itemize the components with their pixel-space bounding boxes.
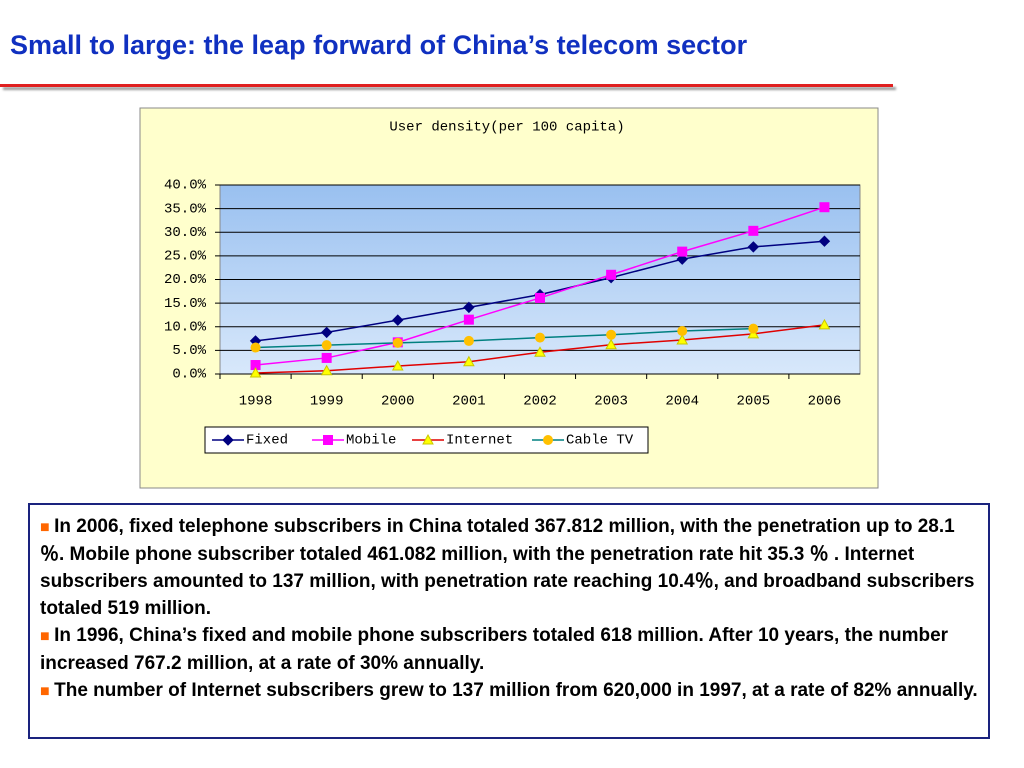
chart-title: User density(per 100 capita): [389, 120, 624, 136]
data-point: [748, 323, 759, 334]
data-point: [676, 253, 688, 265]
x-tick-label: 2001: [452, 394, 486, 410]
text-box: In 2006, fixed telephone subscribers in …: [28, 503, 990, 739]
data-point: [606, 269, 617, 280]
x-tick-label: 2004: [665, 394, 699, 410]
data-point: [320, 326, 333, 339]
data-point: [392, 314, 404, 326]
y-tick-label: 30.0%: [164, 225, 207, 241]
chart: User density(per 100 capita) 0.0% 5.0% 10.…: [139, 107, 879, 489]
bullet: In 2006, fixed telephone subscribers in …: [40, 513, 978, 622]
y-tick-label: 25.0%: [164, 249, 207, 265]
data-point: [819, 202, 830, 213]
bullet: The number of Internet subscribers grew …: [40, 677, 978, 705]
legend-label: Mobile: [346, 433, 396, 449]
legend-marker: [222, 434, 234, 446]
y-tick-label: 0.0%: [172, 367, 206, 383]
legend-label: Cable TV: [566, 433, 634, 449]
data-point: [321, 352, 332, 363]
x-tick-label: 1999: [310, 394, 344, 410]
data-point: [249, 367, 262, 378]
y-tick-label: 5.0%: [172, 343, 206, 359]
series-line: [255, 327, 754, 349]
title-rule: [0, 84, 893, 87]
data-point: [534, 346, 546, 357]
data-point: [535, 332, 545, 343]
data-point: [535, 292, 545, 303]
data-point: [392, 337, 403, 348]
x-tick-label: 2003: [594, 394, 628, 410]
y-tick-label: 10.0%: [164, 319, 207, 335]
data-point: [320, 364, 333, 376]
legend-label: Fixed: [246, 433, 288, 449]
data-point: [250, 342, 261, 353]
data-point: [605, 338, 617, 350]
x-tick-label: 2000: [381, 394, 415, 410]
legend-marker: [543, 435, 553, 445]
data-point: [677, 246, 688, 257]
legend-marker: [323, 435, 333, 445]
data-point: [677, 326, 688, 337]
y-tick-label: 40.0%: [164, 178, 207, 194]
y-tick-label: 35.0%: [164, 201, 207, 217]
y-tick-label: 15.0%: [164, 296, 207, 312]
bullet: In 1996, China’s fixed and mobile phone …: [40, 622, 978, 677]
y-tick-label: 20.0%: [164, 272, 207, 288]
data-point: [321, 340, 332, 351]
data-point: [606, 329, 617, 340]
x-tick-label: 2006: [808, 394, 842, 410]
x-tick-label: 2005: [737, 394, 771, 410]
data-point: [818, 235, 831, 247]
data-point: [676, 333, 689, 345]
data-point: [463, 314, 474, 325]
x-tick-label: 1998: [239, 394, 273, 410]
data-point: [391, 359, 404, 371]
legend-marker: [422, 433, 434, 445]
x-tick-label: 2002: [523, 394, 557, 410]
legend-label: Internet: [446, 433, 513, 449]
data-point: [818, 318, 831, 330]
data-point: [748, 225, 759, 236]
slide-title: Small to large: the leap forward of Chin…: [10, 30, 748, 60]
data-point: [463, 335, 474, 346]
data-point: [463, 355, 475, 367]
data-point: [747, 241, 760, 253]
data-point: [463, 301, 475, 314]
